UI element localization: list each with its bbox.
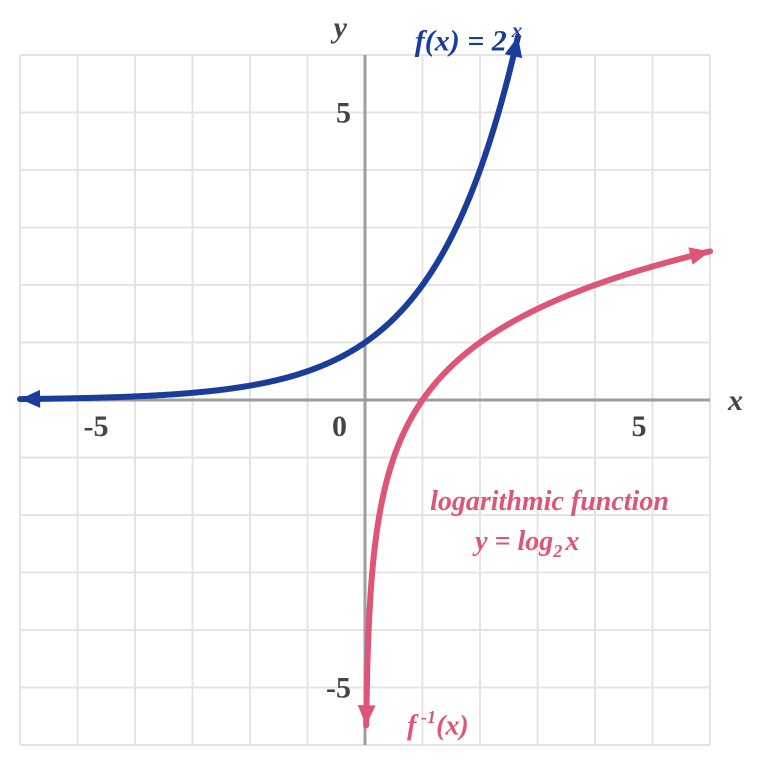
log-curve-label-line1: logarithmic function (430, 486, 669, 517)
y-tick-label: 5 (336, 97, 351, 130)
y-tick-label: -5 (326, 672, 351, 705)
inverse-label: f -1(x) (407, 707, 469, 741)
x-tick-label: 0 (332, 410, 347, 443)
exp-curve-label: f(x) = 2x (415, 18, 523, 58)
chart-svg: -505-55yxf(x) = 2xlogarithmic functiony … (0, 0, 768, 761)
chart-container: -505-55yxf(x) = 2xlogarithmic functiony … (0, 0, 768, 761)
x-axis-label: x (727, 384, 743, 417)
x-tick-label: -5 (84, 410, 109, 443)
y-axis-label: y (331, 11, 348, 44)
x-tick-label: 5 (632, 410, 647, 443)
